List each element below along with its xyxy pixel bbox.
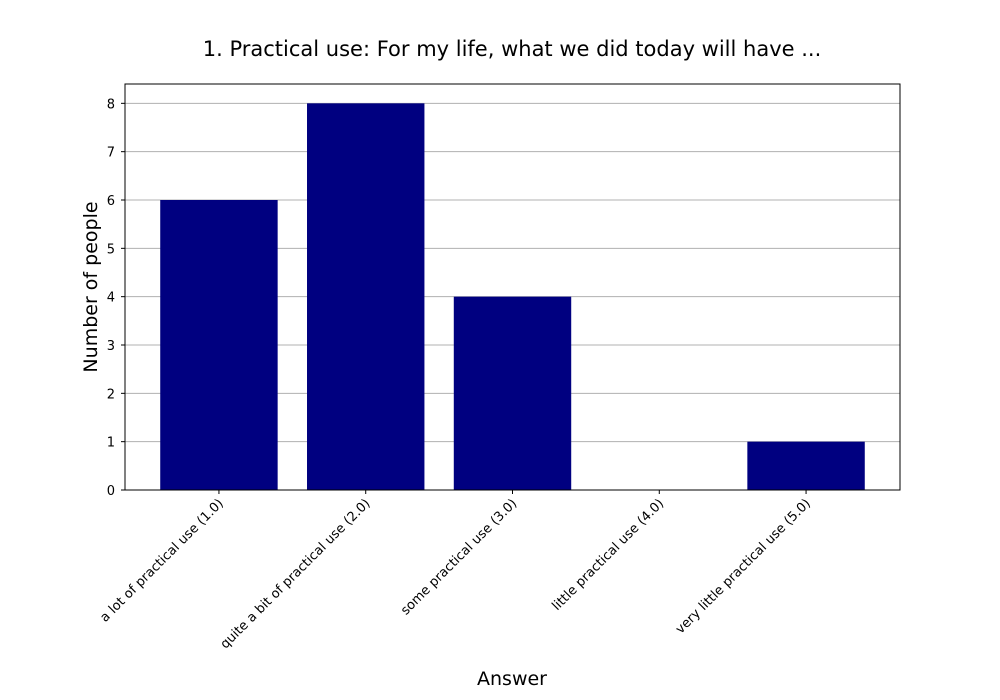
y-tick-label-0: 0	[107, 484, 115, 499]
y-axis-label: Number of people	[80, 201, 102, 372]
y-tick-label-1: 1	[107, 436, 115, 451]
y-axis-ticks: 0 1 2 3 4 5 6 7 8	[107, 97, 125, 499]
y-tick-label-5: 5	[107, 242, 115, 257]
x-tick-label-4: little practical use (4.0)	[549, 496, 667, 614]
x-tick-label-2: quite a bit of practical use (2.0)	[218, 496, 374, 652]
x-tick-label-3: some practical use (3.0)	[398, 496, 520, 618]
bar-2	[307, 103, 425, 490]
x-tick-label-1: a lot of practical use (1.0)	[98, 496, 227, 625]
y-tick-label-3: 3	[107, 339, 115, 354]
y-tick-label-7: 7	[107, 146, 115, 161]
y-tick-label-8: 8	[107, 97, 115, 112]
x-axis-label: Answer	[477, 668, 547, 690]
y-tick-label-4: 4	[107, 291, 115, 306]
x-axis-ticks: a lot of practical use (1.0)quite a bit …	[98, 490, 814, 652]
x-tick-label-5: very little practical use (5.0)	[673, 496, 814, 637]
chart-title: 1. Practical use: For my life, what we d…	[203, 37, 822, 61]
bars	[160, 103, 865, 490]
bar-3	[453, 296, 572, 490]
bar-1	[160, 200, 278, 490]
y-tick-label-2: 2	[107, 387, 115, 402]
bar-5	[747, 441, 865, 490]
y-tick-label-6: 6	[107, 194, 115, 209]
